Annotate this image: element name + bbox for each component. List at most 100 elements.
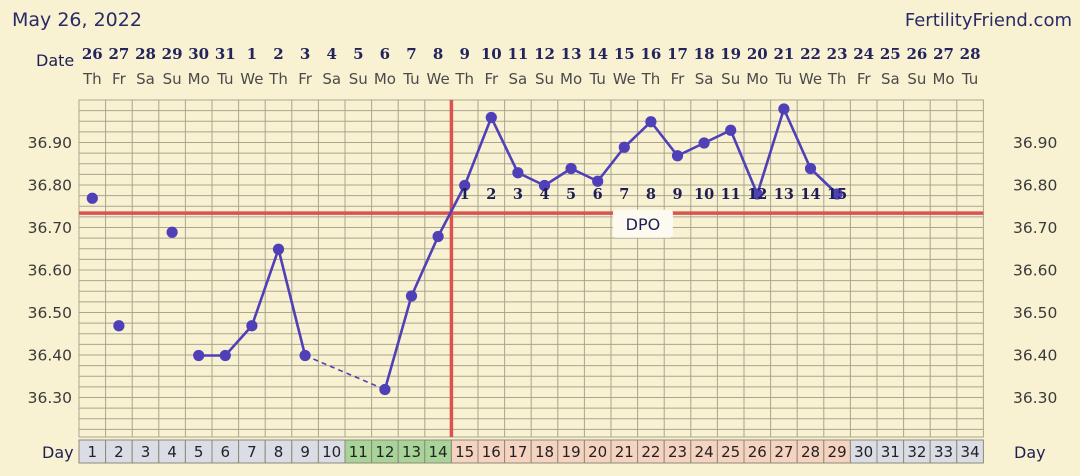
- weekday-label: We: [613, 70, 636, 88]
- cycle-day-cell[interactable]: [956, 439, 984, 464]
- temp-point[interactable]: [166, 226, 178, 238]
- temp-point[interactable]: [831, 188, 843, 200]
- temp-point[interactable]: [193, 349, 205, 362]
- temp-point[interactable]: [751, 188, 763, 200]
- cycle-day-number: 20: [588, 443, 607, 461]
- reference-lines: DPO: [79, 100, 984, 437]
- y-tick-left: 36.60: [28, 262, 72, 280]
- weekday-label: Th: [454, 70, 474, 88]
- date-label: 27: [933, 45, 954, 63]
- temp-point[interactable]: [565, 162, 577, 175]
- dpo-number: 12: [747, 186, 767, 203]
- weekday-label: Sa: [322, 70, 341, 88]
- weekday-label: Su: [535, 70, 554, 88]
- temp-point[interactable]: [671, 150, 684, 162]
- temp-point[interactable]: [725, 124, 737, 136]
- cycle-day-number: 28: [801, 443, 820, 461]
- cycle-day-number: 24: [695, 443, 714, 461]
- dpo-number: 10: [694, 186, 714, 203]
- weekday-label: Mo: [374, 70, 396, 88]
- temp-point[interactable]: [86, 192, 98, 204]
- dpo-number: 7: [619, 186, 629, 203]
- temp-point[interactable]: [592, 175, 604, 187]
- temp-point[interactable]: [272, 243, 285, 255]
- temp-line: [490, 116, 520, 174]
- cycle-day-row[interactable]: 1 2 3 4 5 6 7 8 9 10 11 12 13 14 15 16 17 18 19 20 21 22 23 24 2…: [78, 439, 984, 464]
- date-label: 8: [433, 45, 443, 63]
- cycle-day-number: 22: [641, 443, 660, 461]
- temp-line: [729, 129, 759, 195]
- dpo-number: 2: [486, 186, 496, 203]
- weekday-label: Mo: [560, 70, 582, 88]
- temp-point[interactable]: [618, 141, 630, 153]
- chart-date-header: May 26, 2022: [12, 9, 142, 31]
- cycle-day-number: 10: [322, 443, 341, 461]
- date-label: 6: [380, 45, 390, 63]
- y-tick-right: 36.50: [1013, 304, 1057, 322]
- weekday-label: Th: [268, 70, 288, 88]
- cycle-day-number: 14: [429, 443, 448, 461]
- date-label: 30: [188, 45, 209, 63]
- temp-point[interactable]: [246, 320, 258, 332]
- date-label: 19: [720, 45, 741, 63]
- weekday-label: Tu: [216, 70, 233, 88]
- dpo-number: 4: [539, 186, 549, 203]
- temp-line: [383, 295, 413, 390]
- weekday-label: Su: [721, 70, 740, 88]
- date-label: 26: [906, 45, 927, 63]
- weekday-label: Sa: [695, 70, 714, 88]
- temp-line: [649, 120, 679, 157]
- weekday-label: Th: [641, 70, 661, 88]
- temp-point[interactable]: [485, 111, 497, 124]
- temp-point[interactable]: [405, 290, 418, 302]
- temp-point[interactable]: [804, 162, 817, 175]
- day-row-label-right: Day: [1014, 443, 1046, 462]
- date-label: 25: [880, 45, 901, 63]
- weekday-label: We: [240, 70, 263, 88]
- temp-point[interactable]: [432, 230, 444, 243]
- cycle-day-number: 17: [508, 443, 527, 461]
- temp-point[interactable]: [778, 103, 790, 115]
- date-label: 11: [507, 45, 528, 63]
- date-label: 17: [667, 45, 688, 63]
- cycle-day-number: 21: [615, 443, 634, 461]
- chart-grid: [78, 99, 984, 438]
- temp-point[interactable]: [645, 116, 657, 128]
- site-name-header[interactable]: FertilityFriend.com: [905, 10, 1072, 31]
- dpo-number: 3: [513, 186, 523, 203]
- temp-line-dashed: [304, 354, 386, 391]
- dpo-number: 1: [460, 186, 470, 203]
- cycle-day-number: 31: [881, 443, 900, 461]
- date-label: 13: [561, 45, 582, 63]
- date-label: 29: [162, 45, 183, 63]
- dpo-number: 6: [593, 186, 603, 203]
- temp-line: [782, 108, 812, 170]
- date-label: 28: [135, 45, 156, 63]
- date-label: 26: [82, 45, 103, 63]
- temp-point[interactable]: [113, 320, 125, 332]
- date-label: 3: [300, 45, 310, 63]
- temp-line: [596, 146, 626, 183]
- y-tick-right: 36.80: [1013, 177, 1057, 195]
- date-label: 31: [215, 45, 236, 63]
- cycle-day-number: 30: [854, 443, 873, 461]
- dpo-number: 15: [827, 186, 847, 203]
- y-tick-right: 36.90: [1013, 134, 1057, 152]
- temp-point[interactable]: [538, 179, 551, 192]
- temperature-series: [86, 103, 843, 396]
- date-header-row: 26 Th 27 Fr 28 Sa 29 Su 30 Mo 31 Tu 1 We 2 Th 3 Fr 4 Sa 5 Su 6…: [82, 45, 981, 88]
- temp-line: [436, 184, 466, 238]
- weekday-label: Tu: [775, 70, 792, 88]
- temp-point[interactable]: [379, 383, 391, 396]
- temp-point[interactable]: [698, 137, 710, 149]
- y-tick-right: 36.30: [1013, 389, 1057, 407]
- cycle-day-number: 3: [141, 443, 151, 461]
- temp-line: [623, 120, 652, 149]
- temp-point[interactable]: [299, 349, 311, 362]
- temp-point[interactable]: [459, 179, 471, 192]
- temp-point[interactable]: [219, 349, 231, 362]
- weekday-label: Mo: [932, 70, 954, 88]
- temp-point[interactable]: [512, 167, 524, 179]
- dpo-number: 11: [721, 186, 741, 203]
